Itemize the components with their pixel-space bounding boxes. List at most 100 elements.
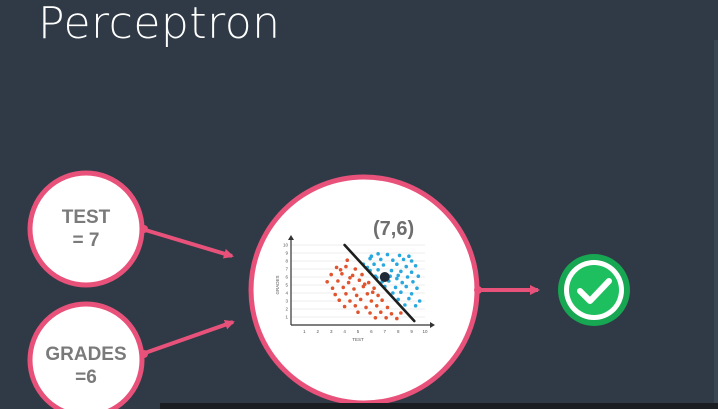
x-tick-label: 5 xyxy=(357,329,360,334)
scatter-chart: 1 2 3 4 5 6 7 8 9 10 1 2 3 4 5 6 7 8 9 10 TEST GRADES xyxy=(275,235,435,342)
data-point xyxy=(404,264,409,269)
y-tick-label: 3 xyxy=(285,299,288,304)
data-point xyxy=(401,257,406,262)
x-axis-arrow xyxy=(430,322,435,328)
data-point xyxy=(396,273,401,278)
data-point xyxy=(348,276,352,280)
y-tick-label: 2 xyxy=(285,307,288,312)
data-point xyxy=(369,254,374,258)
data-point xyxy=(338,268,343,272)
x-tick-label: 3 xyxy=(330,329,333,334)
data-point xyxy=(409,259,414,263)
data-point xyxy=(407,296,411,301)
edge-output-start-dot xyxy=(474,286,482,294)
highlight-point-label: (7,6) xyxy=(373,218,415,240)
data-point xyxy=(409,292,414,296)
data-point xyxy=(354,293,359,298)
data-point xyxy=(411,280,415,284)
x-tick-label: 2 xyxy=(317,329,320,334)
data-point xyxy=(378,257,383,262)
y-tick-label: 9 xyxy=(285,251,288,256)
data-point xyxy=(413,304,418,308)
page-title: Perceptron xyxy=(38,0,281,49)
data-point xyxy=(329,272,334,277)
x-tick-label: 6 xyxy=(370,329,373,334)
edge-grades-start-dot xyxy=(140,350,148,358)
data-point xyxy=(360,272,364,277)
data-point xyxy=(356,310,360,315)
data-point xyxy=(396,297,401,302)
data-point xyxy=(340,272,344,276)
data-point xyxy=(365,292,370,296)
input-test-value: = 7 xyxy=(72,230,100,251)
y-tick-label: 8 xyxy=(285,259,288,264)
edge-test-to-perceptron xyxy=(141,227,234,259)
data-point xyxy=(395,262,399,267)
y-tick-label: 4 xyxy=(285,291,288,296)
data-point xyxy=(374,304,379,308)
data-point xyxy=(397,253,402,258)
data-point xyxy=(395,316,399,321)
data-point xyxy=(416,274,421,279)
input-grades-name: GRADES xyxy=(45,344,127,365)
data-point xyxy=(413,264,418,268)
bottom-bar xyxy=(160,403,718,409)
data-point xyxy=(358,297,363,302)
input-test-name: TEST xyxy=(61,207,111,228)
y-tick-label: 1 xyxy=(285,315,288,320)
data-point xyxy=(350,273,355,278)
data-point xyxy=(330,286,335,291)
data-point xyxy=(378,310,383,315)
data-point xyxy=(381,263,386,267)
data-point xyxy=(417,299,422,303)
data-point xyxy=(342,304,347,309)
highlight-point xyxy=(379,272,390,282)
input-grades-value: =6 xyxy=(75,367,97,388)
data-point xyxy=(344,264,348,269)
y-tick-label: 5 xyxy=(285,283,288,288)
data-point xyxy=(372,286,376,291)
data-point xyxy=(366,280,371,285)
data-point xyxy=(395,276,399,281)
x-tick-label: 7 xyxy=(384,329,387,334)
x-tick-label: 9 xyxy=(410,329,413,334)
data-point xyxy=(336,279,340,283)
y-axis-label: GRADES xyxy=(275,275,280,294)
data-point xyxy=(376,268,380,272)
data-point xyxy=(334,265,339,270)
data-point xyxy=(369,299,374,303)
data-point xyxy=(407,254,411,258)
data-point xyxy=(346,280,351,285)
data-point xyxy=(376,252,380,256)
data-point xyxy=(403,303,407,307)
data-point xyxy=(399,311,403,315)
data-point xyxy=(389,312,394,316)
checkmark-icon xyxy=(558,254,630,326)
data-point xyxy=(325,280,329,284)
y-tick-label: 7 xyxy=(285,267,288,272)
data-point xyxy=(415,286,419,291)
x-axis-label: TEST xyxy=(352,337,364,342)
data-point xyxy=(404,284,409,289)
data-point xyxy=(353,267,358,271)
right-edge xyxy=(714,40,718,403)
input-label-grades: GRADES =6 xyxy=(36,343,136,389)
y-tick-label: 10 xyxy=(283,243,289,248)
y-axis-arrow xyxy=(288,235,294,240)
data-point xyxy=(385,305,390,310)
data-point xyxy=(399,269,403,274)
input-node-grades xyxy=(27,301,145,409)
data-point xyxy=(405,275,410,279)
data-point xyxy=(391,258,395,263)
data-point xyxy=(348,299,352,303)
data-point xyxy=(362,282,367,287)
data-point xyxy=(357,278,362,283)
data-point xyxy=(352,287,356,291)
decision-boundary-line xyxy=(343,243,416,323)
data-point xyxy=(373,316,378,320)
x-tick-label: 10 xyxy=(422,329,428,334)
data-point xyxy=(399,290,403,295)
edge-grades-to-perceptron xyxy=(141,319,235,356)
data-point xyxy=(391,291,395,295)
data-point xyxy=(370,290,375,295)
